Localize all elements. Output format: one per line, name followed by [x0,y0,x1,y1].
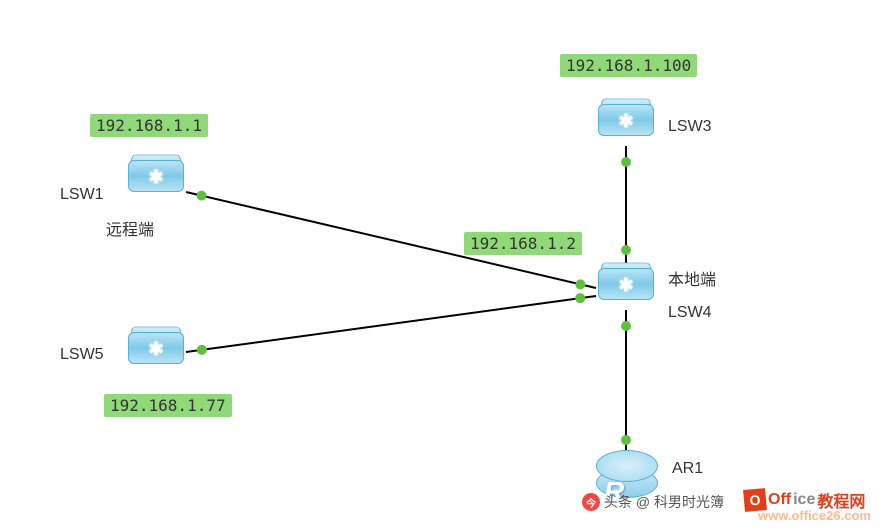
ip-label-lsw1: 192.168.1.1 [90,114,208,137]
node-label-lsw4: LSW4 [668,304,712,322]
sub-label-lsw4: 本地端 [668,266,716,290]
link-endpoint-dot [197,345,207,355]
ip-label-lsw3: 192.168.1.100 [560,54,697,77]
sub-label-lsw1: 远程端 [106,216,154,240]
link-endpoint-dot [575,279,585,289]
switch-lsw3: ✱ [598,104,654,148]
toutiao-watermark: 今 头条 @ 科男时光簿 [582,492,724,512]
node-label-lsw3: LSW3 [668,118,712,136]
switch-lsw4: ✱ [598,268,654,312]
topology-links [0,0,887,532]
office-text-2: ice [793,491,815,509]
link-endpoint-dot [575,293,585,303]
node-label-lsw1: LSW1 [60,186,104,204]
switch-lsw5: ✱ [128,332,184,376]
link-endpoint-dot [621,435,631,445]
ip-label-lsw4: 192.168.1.2 [464,232,582,255]
switch-lsw1: ✱ [128,160,184,204]
link-endpoint-dot [621,157,631,167]
ip-label-lsw5: 192.168.1.77 [104,394,232,417]
toutiao-text: 头条 @ 科男时光簿 [604,492,724,512]
link-endpoint-dot [197,191,207,201]
node-label-ar1: AR1 [672,460,703,478]
node-label-lsw5: LSW5 [60,346,104,364]
url-watermark: www.office26.com [758,508,871,523]
link-endpoint-dot [621,321,631,331]
office-text-1: Off [768,491,791,509]
link-lsw5-lsw4 [186,296,596,352]
link-endpoint-dot [621,245,631,255]
toutiao-icon: 今 [582,493,600,511]
